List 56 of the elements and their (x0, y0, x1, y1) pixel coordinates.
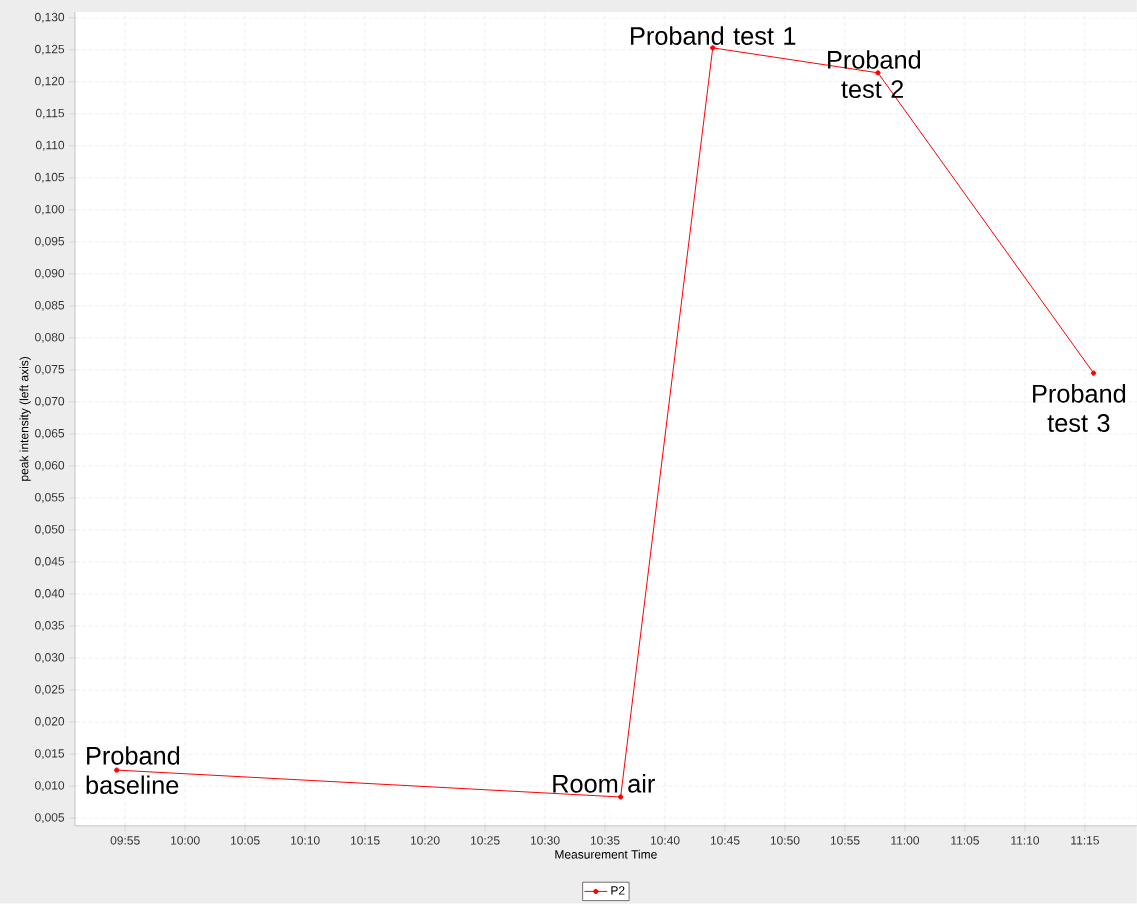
y-tick-label: 0,075 (35, 365, 65, 375)
x-tick-label: 11:10 (1011, 836, 1040, 845)
x-tick-label: 09:55 (110, 836, 140, 845)
y-tick-label: 0,125 (35, 44, 65, 55)
x-axis-title: Measurement Time (555, 849, 657, 859)
y-tick-label: 0,085 (35, 301, 65, 311)
y-tick-label: 0,005 (35, 813, 65, 824)
annotation: Proband test 1 (631, 26, 796, 46)
y-tick-label: 0,120 (35, 76, 65, 87)
point (710, 45, 716, 51)
point (1090, 370, 1097, 376)
y-tick-label: 0,100 (35, 204, 65, 215)
point (114, 767, 120, 773)
y-tick-label: 0,055 (35, 493, 65, 504)
y-tick-label: 0,115 (35, 108, 65, 119)
x-tick-label: 10:55 (830, 836, 860, 845)
y-tick-label: 0,095 (35, 237, 65, 247)
y-tick-label: 0,040 (35, 589, 65, 600)
x-tick-label: 10:00 (171, 836, 200, 845)
y-tick-label: 0,030 (35, 653, 65, 664)
legend-label: P2 (611, 886, 625, 895)
y-tick-label: 0,070 (35, 397, 65, 407)
annotation: Proband test 2 (828, 50, 921, 99)
x-tick-label: 10:10 (291, 836, 320, 845)
y-tick-label: 0,065 (35, 429, 65, 439)
x-tick-label: 10:30 (530, 836, 560, 845)
x-tick-label: 10:25 (470, 836, 500, 845)
y-tick-label: 0,035 (35, 621, 65, 632)
y-tick-label: 0,090 (35, 269, 65, 279)
y-tick-label: 0,020 (35, 717, 65, 728)
point (875, 70, 881, 76)
x-tick-label: 11:05 (951, 836, 979, 845)
x-tick-label: 11:15 (1071, 836, 1099, 845)
y-tick-label: 0,045 (35, 557, 65, 568)
y-tick-label: 0,130 (35, 12, 65, 23)
x-tick-label: 10:05 (230, 836, 260, 845)
y-tick-label: 0,110 (35, 140, 65, 151)
x-tick-label: 10:20 (410, 836, 440, 845)
annotation: Room air (553, 774, 655, 793)
y-tick-label: 0,105 (35, 172, 65, 183)
y-tick-label: 0,050 (35, 525, 65, 536)
annotation: Proband test 3 (1033, 384, 1126, 433)
x-tick-label: 10:15 (350, 836, 380, 845)
annotation: Proband baseline (86, 746, 180, 795)
y-axis-title: peak intensity (left axis) (19, 357, 31, 481)
x-tick-label: 11:00 (891, 836, 920, 845)
x-tick-label: 10:45 (710, 836, 740, 845)
x-tick-label: 10:40 (650, 836, 680, 845)
y-tick-label: 0,010 (35, 781, 65, 792)
point (617, 794, 624, 800)
x-tick-label: 10:50 (770, 836, 800, 845)
y-tick-label: 0,025 (35, 685, 65, 696)
y-tick-label: 0,080 (35, 333, 65, 343)
y-tick-label: 0,060 (35, 461, 65, 472)
x-tick-label: 10:35 (590, 836, 620, 845)
y-tick-label: 0,015 (35, 749, 65, 760)
